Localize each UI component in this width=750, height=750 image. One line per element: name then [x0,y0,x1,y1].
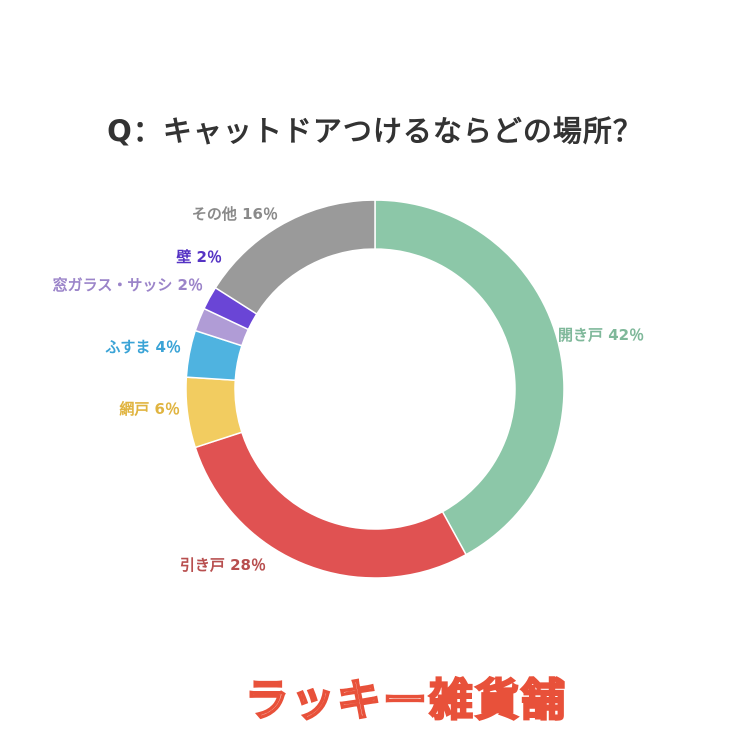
slice-2 [194,431,468,579]
slice-label-2: 引き戸 28％ [180,556,266,574]
slice-label-1: 開き戸 42％ [558,326,644,344]
slice-label-5: 窓ガラス・サッシ 2％ [53,276,203,294]
slice-label-7: その他 16％ [192,205,278,223]
label-group: 開き戸 42％ 引き戸 28％ 網戸 6％ ふすま 4％ 窓ガラス・サッシ 2％ 壁 2％… [53,205,644,574]
chart-title: Q：キャットドアつけるならどの場所？ [107,114,643,148]
slice-7 [214,199,376,316]
slice-label-3: 網戸 6％ [119,400,180,418]
shop-watermark: ラッキー雑貨舗 [244,674,567,727]
slice-label-6: 壁 2％ [176,248,222,266]
slice-label-4: ふすま 4％ [105,338,181,356]
slice-group [185,199,565,579]
slice-1 [374,199,565,556]
